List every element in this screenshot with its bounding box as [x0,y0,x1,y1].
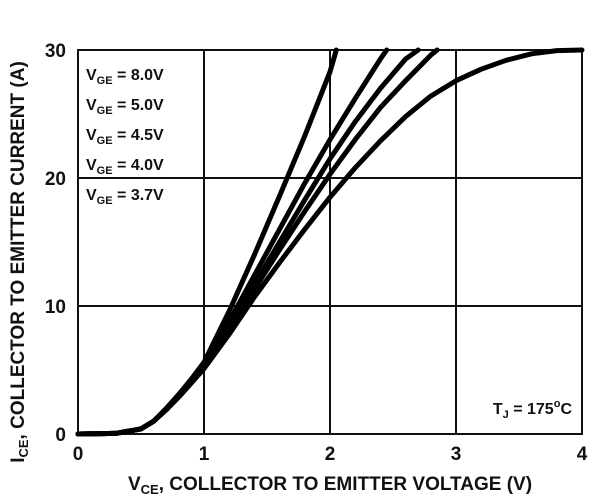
y-tick-label: 20 [45,169,66,190]
x-axis-label: VCE, COLLECTOR TO EMITTER VOLTAGE (V) [128,474,532,497]
temperature-annotation: TJ = 175oC [493,398,573,421]
y-axis-label: ICE, COLLECTOR TO EMITTER CURRENT (A) [8,61,31,463]
legend-entry: VGE = 4.0V [86,157,164,177]
x-tick-label: 2 [325,444,336,465]
y-tick-label: 0 [55,425,66,446]
legend-entry: VGE = 8.0V [86,67,164,87]
x-tick-label: 1 [199,444,210,465]
series-line [75,47,585,437]
x-tick-label: 3 [451,444,462,465]
legend-entry: VGE = 5.0V [86,97,164,117]
y-tick-label: 10 [45,297,66,318]
x-tick-label: 4 [577,444,588,465]
x-tick-label: 0 [73,444,84,465]
series-lines [75,47,585,437]
legend-entry: VGE = 3.7V [86,187,164,207]
legend: VGE = 8.0V VGE = 5.0V VGE = 4.5V VGE = 4.0V… [86,67,164,207]
legend-entry: VGE = 4.5V [86,127,164,147]
x-tick-labels: 0 1 2 3 4 [73,444,588,465]
y-tick-label: 30 [45,41,66,62]
y-tick-labels: 0 10 20 30 [45,41,66,446]
plot-frame [77,49,583,435]
